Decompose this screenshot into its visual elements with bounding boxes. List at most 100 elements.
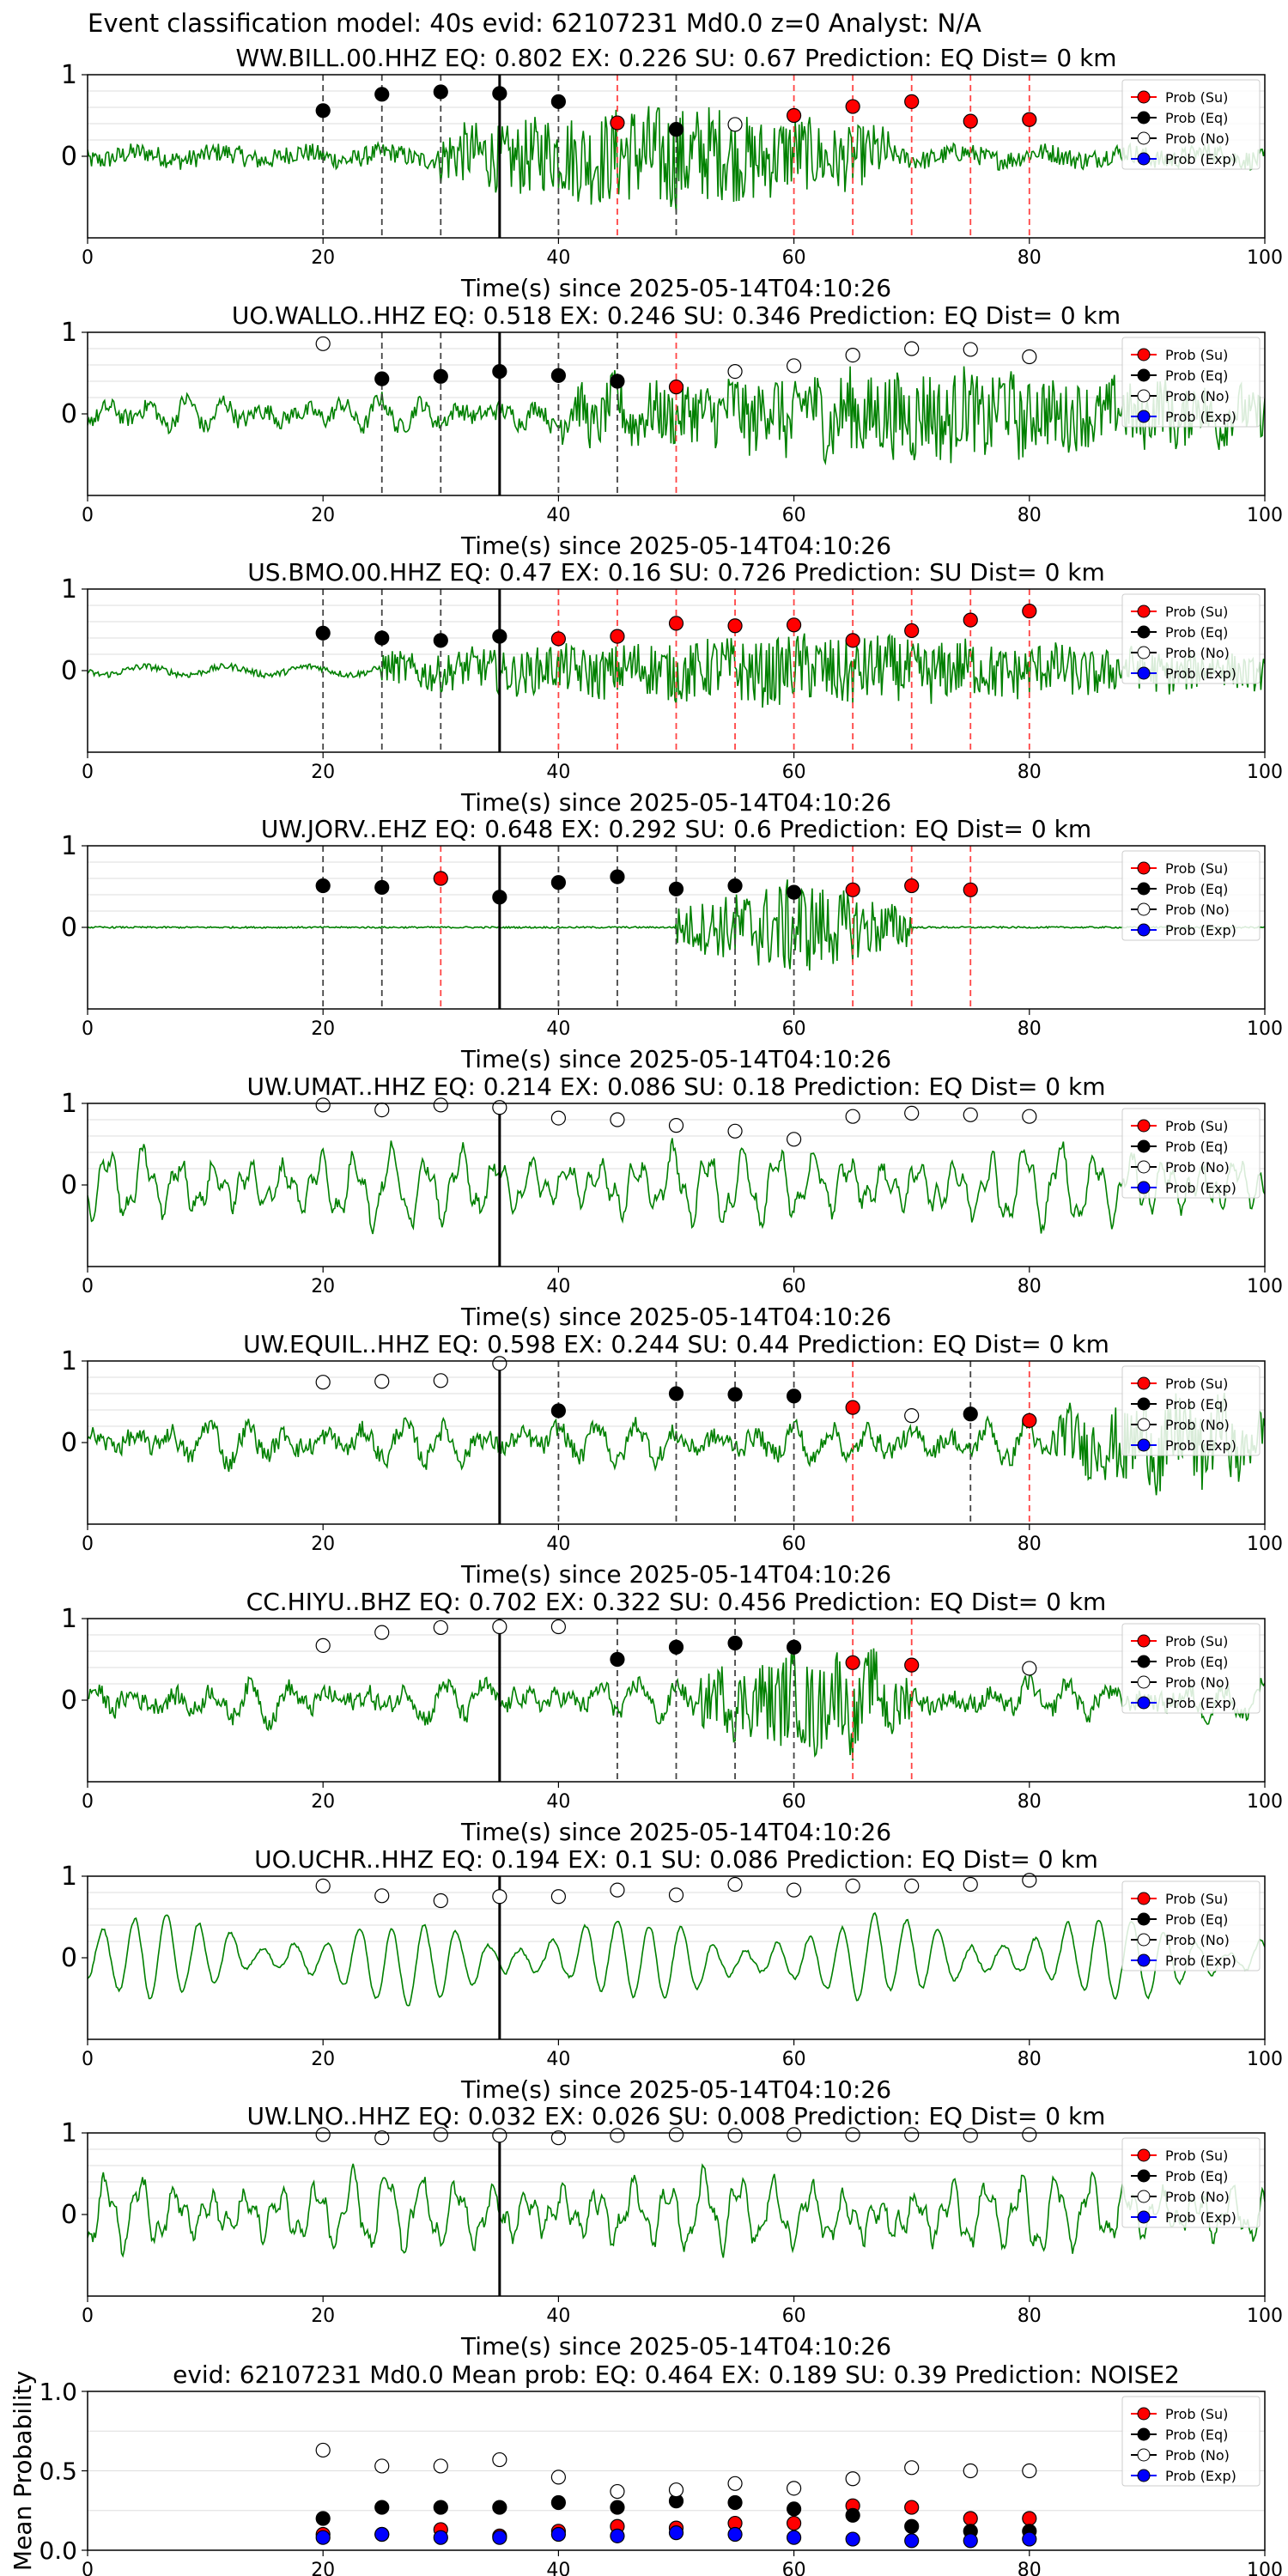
legend-marker-su xyxy=(1137,1119,1151,1133)
legend-label: Prob (Exp) xyxy=(1165,1953,1236,1969)
prob-point-su xyxy=(668,616,684,631)
legend-label: Prob (Eq) xyxy=(1165,2427,1228,2443)
legend-marker-exp xyxy=(1137,1953,1151,1967)
x-tick-label: 40 xyxy=(546,1276,570,1297)
y-tick-label: 0.5 xyxy=(39,2458,77,2486)
station-panel-3: UW.JORV..EHZ EQ: 0.648 EX: 0.292 SU: 0.6… xyxy=(61,815,1283,1073)
mean-point-no xyxy=(433,2458,448,2474)
x-tick-label: 60 xyxy=(782,505,806,526)
prob-point-no xyxy=(374,1625,390,1640)
legend-marker-exp xyxy=(1137,666,1151,680)
prob-point-eq xyxy=(492,86,507,101)
prob-point-eq xyxy=(963,1406,978,1422)
x-tick-label: 60 xyxy=(782,2306,806,2327)
mean-point-su xyxy=(1022,2511,1037,2526)
prob-point-no xyxy=(433,1893,448,1909)
x-tick-label: 0 xyxy=(82,1276,94,1297)
prob-point-no xyxy=(786,358,802,374)
x-tick-label: 0 xyxy=(82,1791,94,1813)
prob-point-no xyxy=(492,2128,507,2143)
prob-point-no xyxy=(845,2127,860,2142)
station-panel-0: WW.BILL.00.HHZ EQ: 0.802 EX: 0.226 SU: 0… xyxy=(61,44,1283,302)
legend-marker-eq xyxy=(1137,1655,1151,1668)
x-tick-label: 80 xyxy=(1018,762,1042,783)
prob-point-su xyxy=(904,94,920,109)
prob-point-no xyxy=(904,1878,920,1893)
mean-point-no xyxy=(727,2476,743,2491)
prob-point-no xyxy=(492,1619,507,1635)
y-tick-label: 0 xyxy=(61,1686,77,1716)
prob-point-no xyxy=(433,1097,448,1113)
legend-box xyxy=(1121,593,1261,684)
legend-marker-eq xyxy=(1137,1397,1151,1411)
x-tick-label: 60 xyxy=(782,1534,806,1555)
prob-point-no xyxy=(727,1876,743,1893)
prob-point-no xyxy=(550,2130,567,2146)
legend-label: Prob (Su) xyxy=(1165,1891,1228,1907)
legend-label: Prob (Exp) xyxy=(1165,1695,1236,1711)
x-axis-label: Time(s) since 2025-05-14T04:10:26 xyxy=(460,788,891,817)
mean-point-eq xyxy=(315,2511,331,2526)
legend-marker-exp xyxy=(1137,1181,1151,1194)
x-tick-label: 0 xyxy=(82,247,94,269)
x-tick-label: 40 xyxy=(546,505,570,526)
x-tick-label: 20 xyxy=(311,762,335,783)
y-tick-label: 0 xyxy=(61,1943,77,1973)
y-tick-label: 1 xyxy=(61,2118,77,2148)
panel-title: UW.LNO..HHZ EQ: 0.032 EX: 0.026 SU: 0.00… xyxy=(247,2102,1106,2130)
legend-marker-su xyxy=(1137,1892,1151,1905)
prob-point-no xyxy=(668,1118,684,1133)
prob-point-no xyxy=(550,1889,567,1905)
prob-point-su xyxy=(727,618,743,634)
x-tick-label: 100 xyxy=(1247,1276,1283,1297)
prob-point-su xyxy=(845,882,860,897)
prob-point-no xyxy=(668,2127,684,2142)
legend-marker-no xyxy=(1137,1160,1151,1174)
legend-marker-no xyxy=(1137,1418,1151,1431)
mean-point-exp xyxy=(374,2526,390,2543)
legend-marker-eq xyxy=(1137,1139,1151,1153)
x-tick-label: 100 xyxy=(1247,762,1283,783)
prob-point-no xyxy=(904,1408,920,1424)
waveform-trace xyxy=(88,1138,1265,1235)
mean-point-no xyxy=(550,2470,567,2485)
legend: Prob (Su) Prob (Eq) Prob (No) Prob (Exp) xyxy=(1121,850,1261,941)
mean-point-su xyxy=(786,2515,802,2531)
prob-point-no xyxy=(963,342,978,357)
legend-marker-no xyxy=(1137,389,1151,403)
prob-point-eq xyxy=(315,103,331,118)
y-tick-label: 1 xyxy=(61,831,77,861)
mean-point-no xyxy=(1022,2463,1037,2479)
x-tick-label: 40 xyxy=(546,2049,570,2070)
station-panel-8: UW.LNO..HHZ EQ: 0.032 EX: 0.026 SU: 0.00… xyxy=(61,2102,1283,2360)
legend-marker-exp xyxy=(1137,1696,1151,1710)
panel-title: WW.BILL.00.HHZ EQ: 0.802 EX: 0.226 SU: 0… xyxy=(235,44,1116,72)
legend-label: Prob (Eq) xyxy=(1165,1911,1228,1928)
station-panel-5: UW.EQUIL..HHZ EQ: 0.598 EX: 0.244 SU: 0.… xyxy=(61,1330,1283,1589)
legend-box xyxy=(1121,2396,1261,2487)
x-tick-label: 40 xyxy=(546,1534,570,1555)
legend-label: Prob (No) xyxy=(1165,1159,1230,1176)
prob-point-no xyxy=(433,2127,448,2142)
legend: Prob (Su) Prob (Eq) Prob (No) Prob (Exp) xyxy=(1121,1623,1261,1714)
mean-point-exp xyxy=(550,2526,567,2543)
mean-point-no xyxy=(904,2460,920,2476)
prob-point-su xyxy=(904,1657,920,1673)
prob-point-no xyxy=(845,348,860,363)
panel-title: UW.JORV..EHZ EQ: 0.648 EX: 0.292 SU: 0.6… xyxy=(261,815,1091,843)
mean-point-exp xyxy=(315,2530,331,2545)
mean-point-exp xyxy=(433,2530,448,2545)
prob-point-no xyxy=(904,341,920,356)
prob-point-no xyxy=(374,1102,390,1118)
x-tick-label: 20 xyxy=(311,1276,335,1297)
x-tick-label: 80 xyxy=(1018,1276,1042,1297)
y-tick-label: 1 xyxy=(61,574,77,605)
y-tick-label: 1.0 xyxy=(39,2378,77,2406)
x-tick-label: 100 xyxy=(1247,2306,1283,2327)
prob-point-su xyxy=(1022,1413,1037,1428)
prob-point-no xyxy=(727,364,743,380)
prob-point-no xyxy=(668,1887,684,1903)
x-tick-label: 100 xyxy=(1247,1018,1283,1040)
x-tick-label: 40 xyxy=(546,247,570,269)
